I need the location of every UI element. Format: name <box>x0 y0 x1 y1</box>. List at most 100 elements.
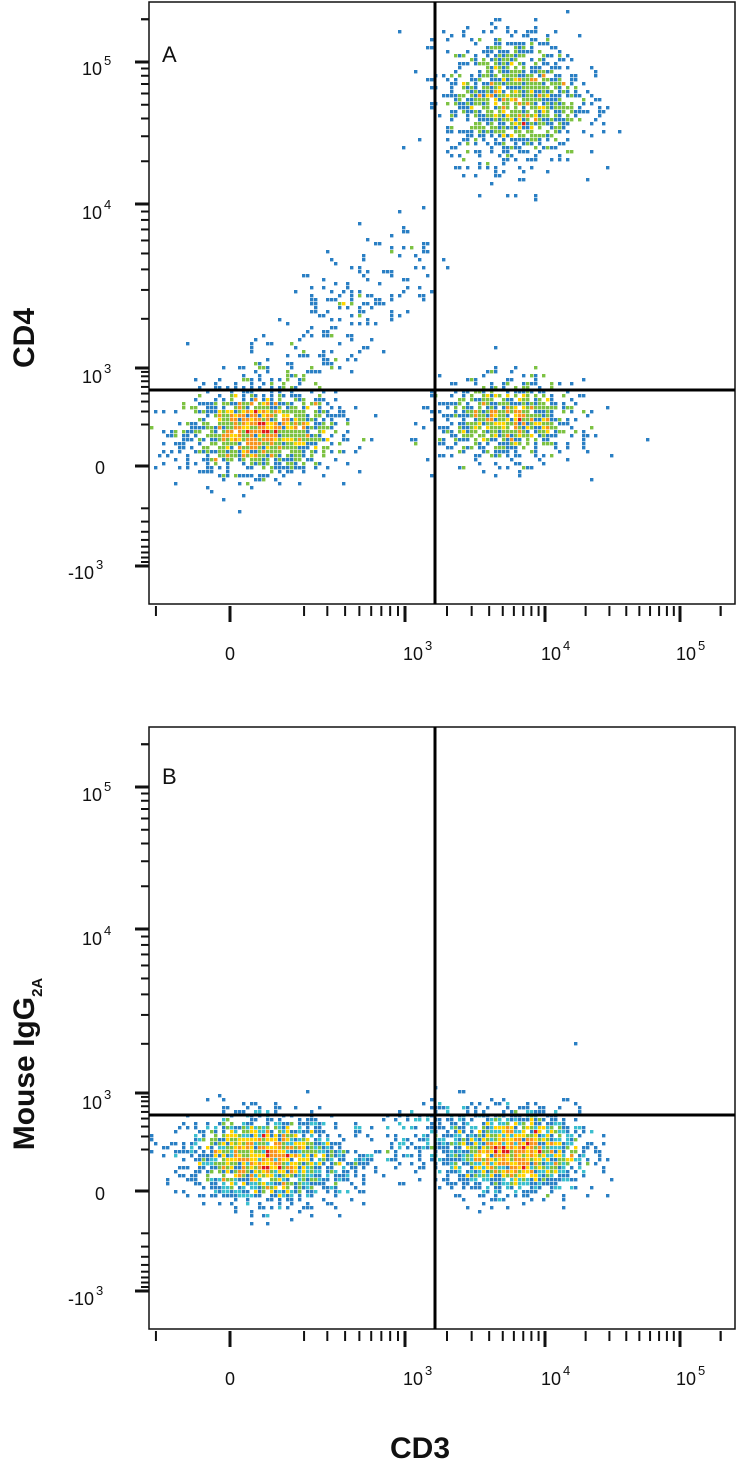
density-dot <box>406 310 410 314</box>
density-dot <box>566 406 570 410</box>
density-dot <box>478 70 482 74</box>
density-dot <box>302 1154 306 1158</box>
density-dot <box>366 318 370 322</box>
density-dot <box>238 1146 242 1150</box>
density-dot <box>290 394 294 398</box>
density-dot <box>526 430 530 434</box>
density-dot <box>526 1106 530 1110</box>
density-dot <box>202 1154 206 1158</box>
density-dot <box>226 462 230 466</box>
density-dot <box>278 1158 282 1162</box>
density-dot <box>238 510 242 514</box>
density-dot <box>530 402 534 406</box>
density-dot <box>258 462 262 466</box>
density-dot <box>466 118 470 122</box>
density-dot <box>246 1162 250 1166</box>
density-dot <box>474 110 478 114</box>
density-dot <box>314 1126 318 1130</box>
density-dot <box>290 454 294 458</box>
density-dot <box>278 1174 282 1178</box>
density-dot <box>486 1150 490 1154</box>
density-dot <box>490 1158 494 1162</box>
density-dot <box>458 106 462 110</box>
density-dot <box>378 1150 382 1154</box>
density-dot <box>498 1198 502 1202</box>
density-dot <box>270 1150 274 1154</box>
density-dot <box>494 1146 498 1150</box>
density-dot <box>302 1158 306 1162</box>
density-dot <box>226 1106 230 1110</box>
density-dot <box>534 146 538 150</box>
density-dot <box>286 370 290 374</box>
density-dot <box>290 442 294 446</box>
density-dot <box>162 442 166 446</box>
density-dot <box>326 1154 330 1158</box>
density-dot <box>570 102 574 106</box>
density-dot <box>482 390 486 394</box>
density-dot <box>210 1158 214 1162</box>
density-dot <box>354 1170 358 1174</box>
density-dot <box>530 1134 534 1138</box>
density-dot <box>494 1194 498 1198</box>
density-dot <box>494 166 498 170</box>
density-dot <box>230 1142 234 1146</box>
density-dot <box>482 62 486 66</box>
density-dot <box>470 106 474 110</box>
density-dot <box>506 1138 510 1142</box>
density-dot <box>474 62 478 66</box>
density-dot <box>230 410 234 414</box>
density-dot <box>246 1126 250 1130</box>
density-dot <box>154 466 158 470</box>
density-dot <box>202 1202 206 1206</box>
density-dot <box>270 454 274 458</box>
density-dot <box>590 134 594 138</box>
density-dot <box>318 1182 322 1186</box>
density-dot <box>198 470 202 474</box>
density-dot <box>290 470 294 474</box>
density-dot <box>258 1194 262 1198</box>
density-dot <box>250 1186 254 1190</box>
density-dot <box>194 1182 198 1186</box>
density-dot <box>526 1154 530 1158</box>
density-dot <box>466 110 470 114</box>
density-dot <box>542 1154 546 1158</box>
density-dot <box>522 374 526 378</box>
density-dot <box>550 1118 554 1122</box>
density-dot <box>334 1174 338 1178</box>
density-dot <box>430 290 434 294</box>
density-dot <box>246 1138 250 1142</box>
density-dot <box>530 1182 534 1186</box>
density-dot <box>278 1154 282 1158</box>
density-dot <box>302 398 306 402</box>
density-dot <box>214 450 218 454</box>
density-dot <box>486 114 490 118</box>
density-dot <box>246 426 250 430</box>
density-dot <box>470 78 474 82</box>
density-dot <box>270 466 274 470</box>
density-dot <box>518 82 522 86</box>
density-dot <box>574 1150 578 1154</box>
density-dot <box>546 38 550 42</box>
density-dot <box>502 146 506 150</box>
density-dot <box>498 106 502 110</box>
density-dot <box>270 1138 274 1142</box>
density-dot <box>270 1146 274 1150</box>
density-dot <box>290 402 294 406</box>
density-dot <box>162 1146 166 1150</box>
density-dot <box>514 138 518 142</box>
density-dot <box>514 78 518 82</box>
density-dot <box>362 1166 366 1170</box>
density-dot <box>258 374 262 378</box>
density-dot <box>246 434 250 438</box>
density-dot <box>262 1174 266 1178</box>
density-dot <box>570 1150 574 1154</box>
density-dot <box>314 1138 318 1142</box>
density-dot <box>498 54 502 58</box>
density-dot <box>490 146 494 150</box>
density-dot <box>194 1142 198 1146</box>
density-dot <box>270 410 274 414</box>
density-dot <box>478 150 482 154</box>
density-dot <box>478 134 482 138</box>
density-dot <box>494 1142 498 1146</box>
density-dot <box>502 1174 506 1178</box>
